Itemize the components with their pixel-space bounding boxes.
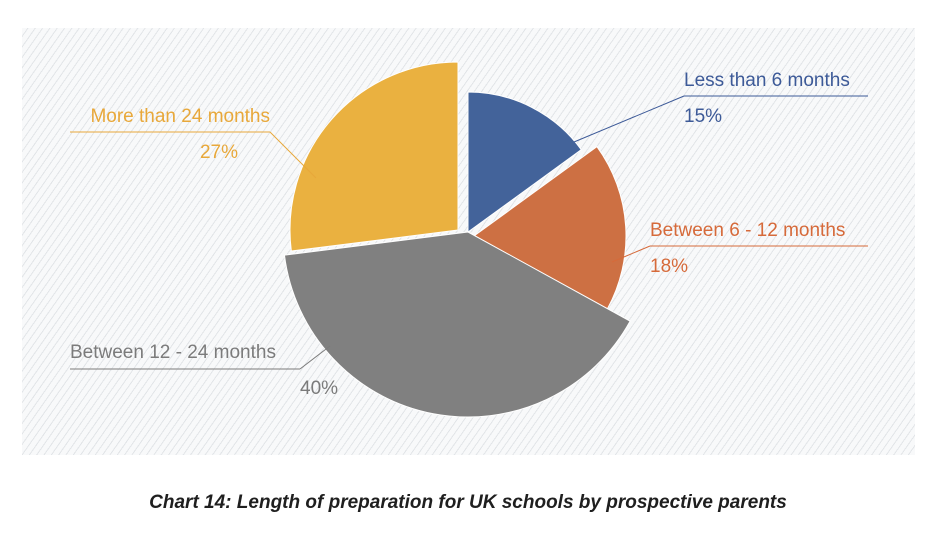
pie-slice-more-than-24-months: [289, 61, 459, 252]
slice-label-less-than-6-months: Less than 6 months: [684, 70, 850, 91]
slice-value-less-than-6-months: 15%: [684, 106, 722, 127]
leader-line-less-than-6-months: [573, 95, 685, 143]
pie-slice-less-than-6-months: [467, 91, 582, 233]
slice-label-between-6-12-months: Between 6 - 12 months: [650, 220, 845, 241]
slice-value-more-than-24-months: 27%: [200, 142, 238, 163]
pie-slice-between-12-24-months: [283, 231, 631, 418]
pie-chart: Less than 6 months 15% Between 6 - 12 mont…: [70, 61, 868, 418]
pie-slice-between-6-12-months: [473, 145, 627, 310]
chart-caption: Chart 14: Length of preparation for UK s…: [149, 492, 787, 513]
leader-line-between-6-12-months: [611, 245, 651, 263]
slice-value-between-6-12-months: 18%: [650, 256, 688, 277]
leader-line-between-12-24-months: [299, 345, 331, 370]
leader-line-more-than-24-months: [269, 131, 317, 179]
slice-label-more-than-24-months: More than 24 months: [90, 106, 270, 127]
slice-value-between-12-24-months: 40%: [300, 378, 338, 399]
slice-label-between-12-24-months: Between 12 - 24 months: [70, 342, 276, 363]
